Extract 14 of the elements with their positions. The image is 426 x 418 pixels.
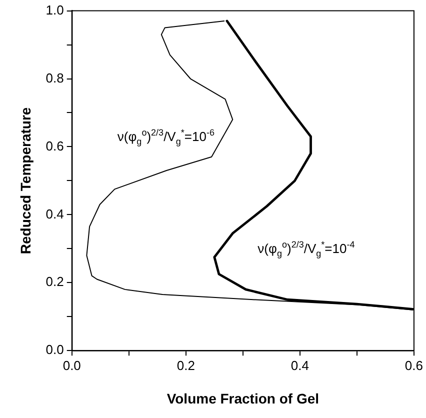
x-tick-label: 0.2 [176, 358, 195, 373]
y-tick-label: 1.0 [46, 2, 64, 18]
y-tick-label: 0.8 [46, 70, 64, 86]
x-tick-label: 0.6 [404, 358, 424, 373]
text: ν(φ$_{g}$$^{o}$)$^{2/3}$/V$_{g}$$^{*}$=10$^{-6}$ [117, 127, 214, 146]
text: ν(φ$_{g}$$^{o}$)$^{2/3}$/V$_{g}$$^{*}$=10$^{-4}$ [258, 239, 355, 258]
y-axis-title: Reduced Temperature [17, 107, 34, 254]
x-axis-title: Volume Fraction of Gel [166, 390, 320, 406]
x-tick-label: 0.4 [290, 358, 309, 373]
y-tick-label: 0.4 [46, 206, 64, 222]
x-tick-label: 0.0 [62, 358, 81, 373]
y-tick-label: 0.0 [46, 342, 64, 358]
y-tick-label: 0.6 [46, 138, 64, 154]
y-tick-label: 0.2 [46, 274, 64, 290]
